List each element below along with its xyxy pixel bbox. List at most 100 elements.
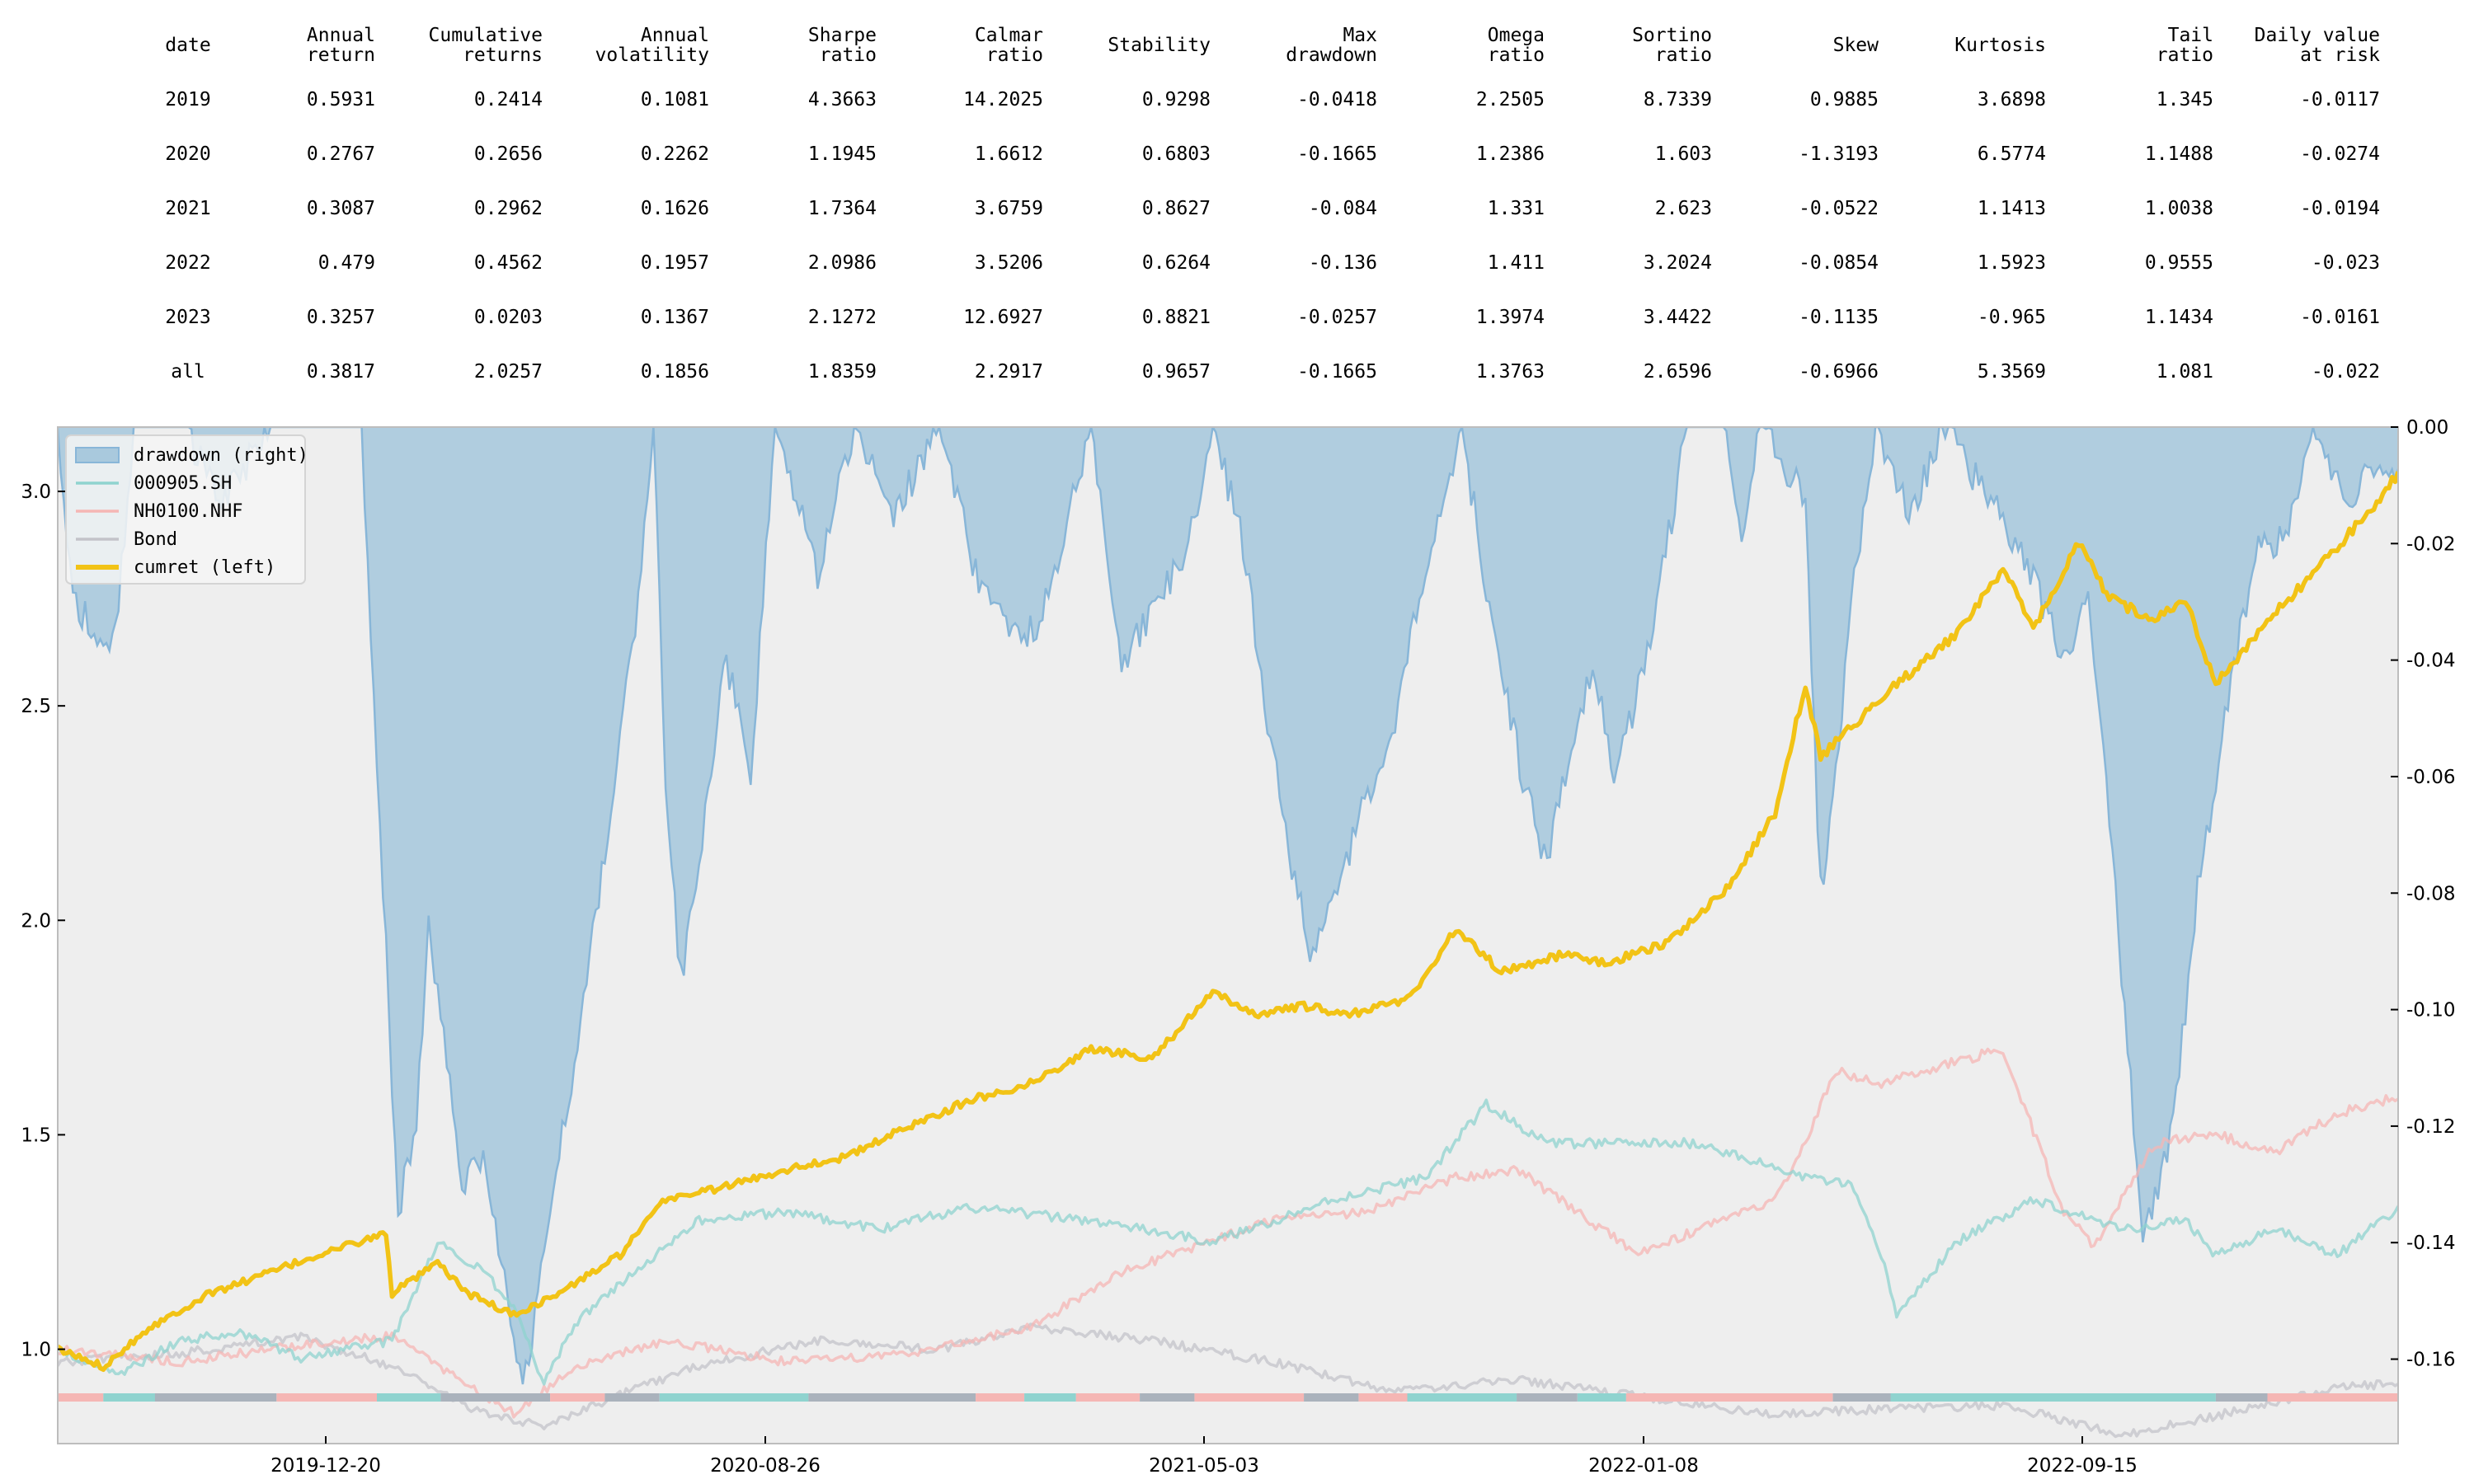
right-y-tick-label: -0.06 (2406, 767, 2456, 788)
table-cell: -0.1665 (1297, 143, 1377, 165)
table-cell: 6.5774 (1978, 143, 2046, 165)
right-y-tick-label: -0.02 (2406, 533, 2456, 555)
regime-segment (440, 1393, 551, 1402)
table-cell: 0.1081 (641, 89, 709, 110)
regime-segment (1625, 1393, 1833, 1402)
table-cell: 0.2414 (474, 89, 543, 110)
regime-segment (1517, 1393, 1578, 1402)
table-cell: -0.0854 (1799, 252, 1879, 274)
table-cell: 0.3817 (307, 361, 375, 383)
regime-segment (550, 1393, 605, 1402)
regime-segment (1832, 1393, 1891, 1402)
table-cell: 1.1413 (1978, 198, 2046, 219)
table-cell: -0.084 (1309, 198, 1377, 219)
x-tick-label: 2021-05-03 (1149, 1455, 1259, 1477)
left-y-tick-label: 1.5 (21, 1125, 51, 1146)
series-line-000905-sh (58, 1098, 2398, 1386)
table-cell: -0.0117 (2300, 89, 2380, 110)
x-tick-label: 2020-08-26 (710, 1455, 821, 1477)
table-cell: 1.2386 (1476, 143, 1545, 165)
table-cell: 3.2024 (1644, 252, 1712, 274)
table-header-cell: Omega (1488, 25, 1545, 46)
table-header-cell: Annual (307, 25, 375, 46)
table-header-cell: Max (1343, 25, 1377, 46)
regime-segment (1890, 1393, 2216, 1402)
regime-segment (604, 1393, 660, 1402)
regime-segment (103, 1393, 155, 1402)
table-cell: -0.136 (1309, 252, 1377, 274)
table-header-cell: ratio (986, 45, 1043, 66)
series-line-nh0100-nhf (58, 1047, 2398, 1419)
table-cell: 2.0986 (808, 252, 877, 274)
performance-stats-table: date AnnualreturnCumulativereturnsAnnualv… (165, 25, 2380, 383)
table-cell: -0.022 (2312, 361, 2380, 383)
x-tick-label: 2022-01-08 (1588, 1455, 1699, 1477)
right-y-tick-label: -0.10 (2406, 1000, 2456, 1021)
x-tick-label: 2019-12-20 (270, 1455, 381, 1477)
table-cell: 1.345 (2157, 89, 2213, 110)
regime-segment (808, 1393, 976, 1402)
plot-frame (57, 426, 2399, 1444)
table-cell: 1.1434 (2145, 307, 2213, 328)
table-header-cell: volatility (595, 45, 709, 66)
table-cell: 0.6264 (1142, 252, 1211, 274)
regime-segment (1577, 1393, 1626, 1402)
table-cell: 0.4562 (474, 252, 543, 274)
table-header-cell: returns (463, 45, 543, 66)
table-cell: 2.623 (1655, 198, 1712, 219)
table-cell: 0.479 (318, 252, 375, 274)
table-cell: 3.4422 (1644, 307, 1712, 328)
table-cell: 4.3663 (808, 89, 877, 110)
chart-legend: drawdown (right) 000905.SH NH0100.NHF Bond c… (65, 434, 308, 585)
table-cell: 0.3087 (307, 198, 375, 219)
table-cell: 1.3763 (1476, 361, 1545, 383)
table-cell: 0.1856 (641, 361, 709, 383)
table-cell: 0.2962 (474, 198, 543, 219)
table-cell: 0.2767 (307, 143, 375, 165)
table-cell: 1.3974 (1476, 307, 1545, 328)
right-y-tick-label: -0.04 (2406, 650, 2456, 672)
table-cell: 0.1957 (641, 252, 709, 274)
table-cell: 1.603 (1655, 143, 1712, 165)
regime-segment (377, 1393, 441, 1402)
legend-label: NH0100.NHF (134, 501, 242, 522)
table-header-cell: ratio (820, 45, 877, 66)
table-cell: 1.7364 (808, 198, 877, 219)
table-row-label: 2020 (165, 143, 210, 165)
table-header-cell: Tail (2168, 25, 2213, 46)
x-tick-label: 2022-09-15 (2027, 1455, 2138, 1477)
right-y-tick-label: -0.08 (2406, 883, 2456, 904)
table-cell: 0.1367 (641, 307, 709, 328)
table-cell: 0.9298 (1142, 89, 1211, 110)
table-cell: 8.7339 (1644, 89, 1712, 110)
table-header-cell: Sortino (1632, 25, 1712, 46)
table-cell: 1.0038 (2145, 198, 2213, 219)
table-cell: 0.2656 (474, 143, 543, 165)
table-cell: 3.6759 (975, 198, 1043, 219)
regime-segment (1358, 1393, 1408, 1402)
table-cell: 5.3569 (1978, 361, 2046, 383)
table-cell: 0.2262 (641, 143, 709, 165)
right-y-tick-label: 0.00 (2406, 417, 2448, 439)
right-y-tick-label: -0.16 (2406, 1350, 2456, 1371)
drawdown-area (58, 427, 2398, 1384)
table-cell: -0.1665 (1297, 361, 1377, 383)
table-row-label: all (171, 361, 205, 383)
table-header-cell: Cumulative (429, 25, 543, 46)
table-header-cell: date (165, 35, 210, 56)
table-row-label: 2021 (165, 198, 210, 219)
left-y-tick-label: 2.0 (21, 910, 51, 932)
table-cell: 1.6612 (975, 143, 1043, 165)
right-y-tick-label: -0.12 (2406, 1116, 2456, 1138)
regime-segment (1304, 1393, 1359, 1402)
regime-segment (2215, 1393, 2268, 1402)
regime-segment (1075, 1393, 1141, 1402)
table-header-cell: Calmar (975, 25, 1043, 46)
legend-box (65, 434, 306, 585)
legend-label: Bond (134, 529, 177, 550)
regime-segment (1140, 1393, 1195, 1402)
table-header-cell: ratio (2157, 45, 2213, 66)
table-cell: 1.081 (2157, 361, 2213, 383)
table-header-cell: ratio (1488, 45, 1545, 66)
table-cell: -0.0194 (2300, 198, 2380, 219)
